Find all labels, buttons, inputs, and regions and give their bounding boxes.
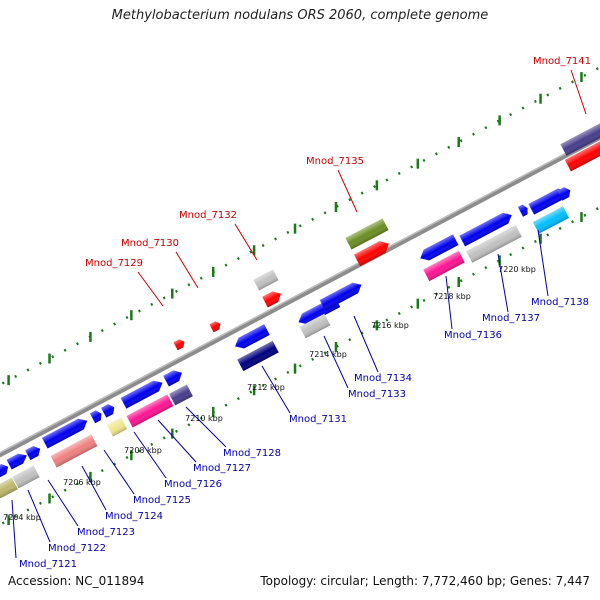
gene-label-upper[interactable]: Mnod_7135 <box>306 156 364 167</box>
lower-strand-genes <box>0 185 573 499</box>
cds-feature-lower[interactable] <box>12 465 40 489</box>
gene-label-lower[interactable]: Mnod_7134 <box>354 373 412 384</box>
coordinate-ticks: 7204 kbp 7206 kbp 7208 kbp 7210 kbp 7212 kbp… <box>3 265 536 522</box>
tick-label: 7210 kbp <box>185 414 223 423</box>
cds-feature-lower[interactable] <box>50 434 98 468</box>
gene-label-lower[interactable]: Mnod_7124 <box>105 511 163 522</box>
cds-feature-upper[interactable] <box>560 116 600 156</box>
gene-label-leader <box>337 169 358 213</box>
gene-label-lower[interactable]: Mnod_7133 <box>348 389 406 400</box>
cds-feature-lower[interactable] <box>126 394 174 428</box>
gene-label-leader <box>175 251 199 289</box>
genome-backbone-highlight <box>0 134 600 454</box>
cds-feature-lower[interactable] <box>0 477 18 499</box>
gene-label-leader <box>157 419 197 463</box>
tick-dash-line <box>0 65 600 387</box>
cds-feature-lower[interactable] <box>319 279 365 311</box>
gene-label-lower[interactable]: Mnod_7138 <box>531 297 589 308</box>
tick-label: 7218 kbp <box>433 292 471 301</box>
gene-label-lower[interactable]: Mnod_7122 <box>48 543 106 554</box>
gene-label-leader <box>537 229 549 297</box>
cds-feature-lower[interactable] <box>90 409 104 424</box>
cds-feature-lower[interactable] <box>25 444 43 461</box>
gene-label-lower[interactable]: Mnod_7121 <box>19 559 77 570</box>
cds-feature-lower[interactable] <box>101 402 117 418</box>
gene-label-leader <box>497 253 509 313</box>
gene-label-leader <box>11 499 17 559</box>
map-title: Methylobacterium nodulans ORS 2060, comp… <box>111 8 489 23</box>
genome-backbone <box>0 134 600 458</box>
tick-label: 7214 kbp <box>309 350 347 359</box>
gene-label-leader <box>27 489 51 543</box>
gene-label-leader <box>261 365 291 414</box>
cds-feature-lower[interactable] <box>299 313 331 339</box>
cds-feature-lower[interactable] <box>423 250 465 282</box>
tick-label: 7216 kbp <box>371 321 409 330</box>
gene-label-leader <box>103 449 135 495</box>
gene-label-lower[interactable]: Mnod_7126 <box>164 479 222 490</box>
gene-label-lower[interactable]: Mnod_7125 <box>133 495 191 506</box>
tick-label: 7206 kbp <box>63 478 101 487</box>
gene-label-lower[interactable]: Mnod_7131 <box>289 414 347 425</box>
gene-label-lower[interactable]: Mnod_7128 <box>223 448 281 459</box>
gene-label-upper[interactable]: Mnod_7130 <box>121 238 179 249</box>
gene-label-leader <box>353 315 379 373</box>
gene-label-leader <box>137 271 164 307</box>
gene-label-upper[interactable]: Mnod_7132 <box>179 210 237 221</box>
tick-label: 7212 kbp <box>247 383 285 392</box>
cds-feature-lower[interactable] <box>6 450 30 470</box>
tick-label: 7204 kbp <box>3 513 41 522</box>
gene-label-leader <box>445 275 453 330</box>
cds-feature-lower[interactable] <box>528 185 570 215</box>
tick-label: 7208 kbp <box>124 446 162 455</box>
tick-label: 7220 kbp <box>498 265 536 274</box>
tick-dash-lines <box>0 65 600 527</box>
gene-label-upper[interactable]: Mnod_7129 <box>85 258 143 269</box>
cds-feature-upper[interactable] <box>173 338 186 351</box>
gene-labels: Mnod_7129 Mnod_7130 Mnod_7132 Mnod_7135 Mnod… <box>11 56 591 570</box>
cds-feature-lower[interactable] <box>237 340 279 372</box>
cds-feature-lower[interactable] <box>557 185 573 201</box>
cds-feature-lower[interactable] <box>169 384 193 406</box>
gene-label-leader <box>47 479 79 527</box>
cds-feature-upper[interactable] <box>253 269 279 291</box>
cds-feature-upper[interactable] <box>209 320 222 333</box>
cds-feature-lower[interactable] <box>106 417 128 437</box>
cds-feature-upper[interactable] <box>354 238 392 267</box>
cds-feature-lower[interactable] <box>163 367 185 387</box>
gene-label-leader <box>234 223 258 261</box>
cds-feature-lower[interactable] <box>120 377 166 409</box>
tick-dash-line <box>0 205 600 527</box>
cds-feature-lower[interactable] <box>0 462 11 479</box>
cds-feature-upper[interactable] <box>564 136 600 172</box>
gene-label-leader <box>81 465 107 511</box>
cds-feature-upper[interactable] <box>345 218 389 250</box>
gene-label-leader <box>323 335 349 389</box>
cds-feature-lower[interactable] <box>41 415 90 449</box>
accession-text: Accession: NC_011894 <box>8 574 145 588</box>
gene-label-leader <box>185 406 227 448</box>
upper-strand-genes <box>173 116 600 351</box>
cds-feature-lower[interactable] <box>418 234 459 263</box>
cds-feature-lower[interactable] <box>232 324 270 351</box>
gene-label-upper[interactable]: Mnod_7141 <box>533 56 591 67</box>
gene-label-lower[interactable]: Mnod_7127 <box>193 463 251 474</box>
gene-label-lower[interactable]: Mnod_7123 <box>77 527 135 538</box>
gene-label-leader <box>570 69 587 115</box>
gene-label-lower[interactable]: Mnod_7136 <box>444 330 502 341</box>
gene-label-leader <box>133 431 167 479</box>
cds-feature-upper[interactable] <box>262 288 284 308</box>
genome-summary-text: Topology: circular; Length: 7,772,460 bp… <box>260 574 590 588</box>
cds-feature-lower[interactable] <box>517 203 530 217</box>
gene-label-lower[interactable]: Mnod_7137 <box>482 313 540 324</box>
cds-feature-lower[interactable] <box>459 210 514 247</box>
cds-feature-lower[interactable] <box>532 206 570 234</box>
cds-feature-lower[interactable] <box>466 225 522 263</box>
